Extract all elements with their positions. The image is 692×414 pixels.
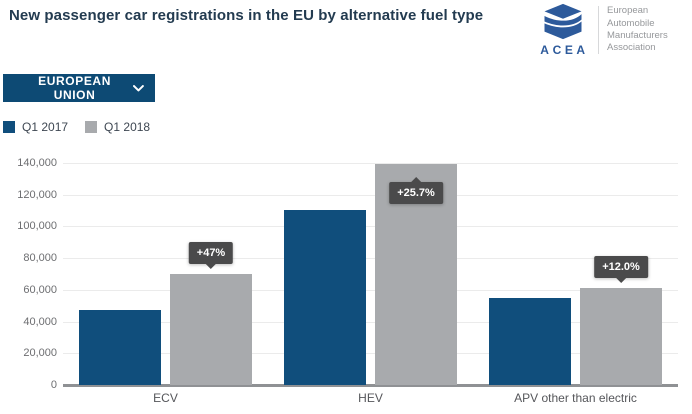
bar-q1-2017-hev[interactable]: [284, 209, 366, 385]
y-tick-label: 80,000: [23, 252, 57, 265]
bar-q1-2017-apv-other-than-electric[interactable]: [489, 298, 571, 385]
y-tick-label: 60,000: [23, 283, 57, 296]
y-tick-label: 100,000: [17, 220, 57, 233]
acea-logo: ACEA European Automobile Manufacturers A…: [538, 3, 668, 57]
region-dropdown-value: EUROPEAN UNION: [38, 74, 111, 102]
logo-org-line: Association: [607, 42, 656, 54]
logo-org-line: Manufacturers: [607, 30, 668, 41]
change-label: +12.0%: [594, 255, 648, 283]
y-tick-label: 140,000: [17, 157, 57, 169]
legend-swatch-icon: [3, 121, 15, 133]
legend-swatch-icon: [85, 121, 98, 133]
gridline: [63, 321, 678, 323]
chevron-down-icon: [133, 84, 144, 91]
page-title: New passenger car registrations in the E…: [9, 7, 484, 24]
y-tick-label: 120,000: [17, 188, 57, 201]
gridline: [63, 226, 678, 228]
legend-item-q1-2017[interactable]: Q1 2017: [3, 120, 68, 134]
acea-logo-icon: [544, 3, 582, 40]
gridline: [63, 194, 678, 196]
bar-q1-2018-apv-other-than-electric[interactable]: [580, 287, 662, 385]
x-axis-label: HEV: [358, 391, 383, 405]
legend-item-q1-2018[interactable]: Q1 2018: [85, 120, 150, 134]
y-tick-label: 20,000: [23, 347, 57, 360]
change-label: +47%: [188, 242, 234, 270]
logo-org-line: European: [607, 5, 649, 17]
x-axis-label: ECV: [153, 391, 178, 405]
y-tick-label: 40,000: [23, 315, 57, 328]
logo-org-line: Automobile: [607, 17, 655, 29]
change-label: +25.7%: [389, 177, 443, 205]
x-axis-label: APV other than electric: [514, 391, 637, 405]
legend-label: Q1 2018: [104, 120, 151, 134]
x-axis-line: [63, 384, 678, 387]
gridline: [63, 353, 678, 355]
bar-q1-2018-ecv[interactable]: [170, 274, 252, 385]
legend-label: Q1 2017: [22, 120, 69, 134]
gridline: [63, 289, 678, 291]
bar-q1-2017-ecv[interactable]: [79, 309, 161, 385]
gridline: [63, 163, 678, 164]
logo-org-name: European Automobile Manufacturers Associ…: [607, 3, 668, 57]
y-tick-label: 0: [50, 379, 57, 391]
region-dropdown[interactable]: EUROPEAN UNION: [3, 74, 155, 102]
chart-legend: Q1 2017 Q1 2018: [3, 120, 167, 134]
gridline: [63, 258, 678, 260]
acea-acronym: ACEA: [540, 43, 589, 57]
logo-divider: [598, 6, 599, 54]
